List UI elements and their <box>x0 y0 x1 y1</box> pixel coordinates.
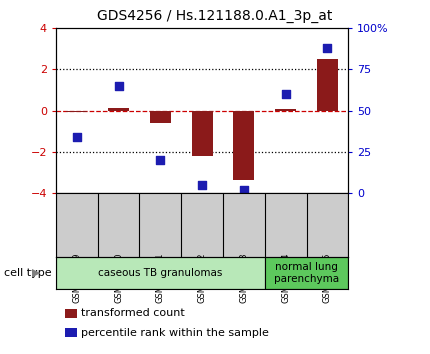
Point <box>324 45 331 51</box>
Point <box>240 187 247 193</box>
Point <box>282 91 289 97</box>
Text: transformed count: transformed count <box>81 308 184 318</box>
Bar <box>275 109 296 111</box>
Text: GSM501253: GSM501253 <box>240 253 249 303</box>
Bar <box>150 111 171 123</box>
Text: GSM501249: GSM501249 <box>72 253 81 303</box>
Text: GSM501254: GSM501254 <box>281 253 290 303</box>
Bar <box>56 257 265 289</box>
Bar <box>108 108 129 111</box>
Bar <box>66 111 87 112</box>
Text: cell type: cell type <box>4 268 52 278</box>
Text: GSM501250: GSM501250 <box>114 253 123 303</box>
Text: GSM501252: GSM501252 <box>198 253 206 303</box>
Bar <box>317 59 338 111</box>
Point <box>157 157 164 163</box>
Text: GDS4256 / Hs.121188.0.A1_3p_at: GDS4256 / Hs.121188.0.A1_3p_at <box>97 9 333 23</box>
Text: percentile rank within the sample: percentile rank within the sample <box>81 328 269 338</box>
Text: GSM501251: GSM501251 <box>156 253 165 303</box>
Point <box>74 134 80 140</box>
Text: normal lung
parenchyma: normal lung parenchyma <box>274 262 339 284</box>
Bar <box>192 111 212 156</box>
Point <box>115 83 122 89</box>
Bar <box>265 257 348 289</box>
Point <box>199 182 206 188</box>
Bar <box>233 111 254 179</box>
Text: GSM501255: GSM501255 <box>323 253 332 303</box>
Text: caseous TB granulomas: caseous TB granulomas <box>98 268 222 278</box>
Text: ▶: ▶ <box>32 268 41 278</box>
